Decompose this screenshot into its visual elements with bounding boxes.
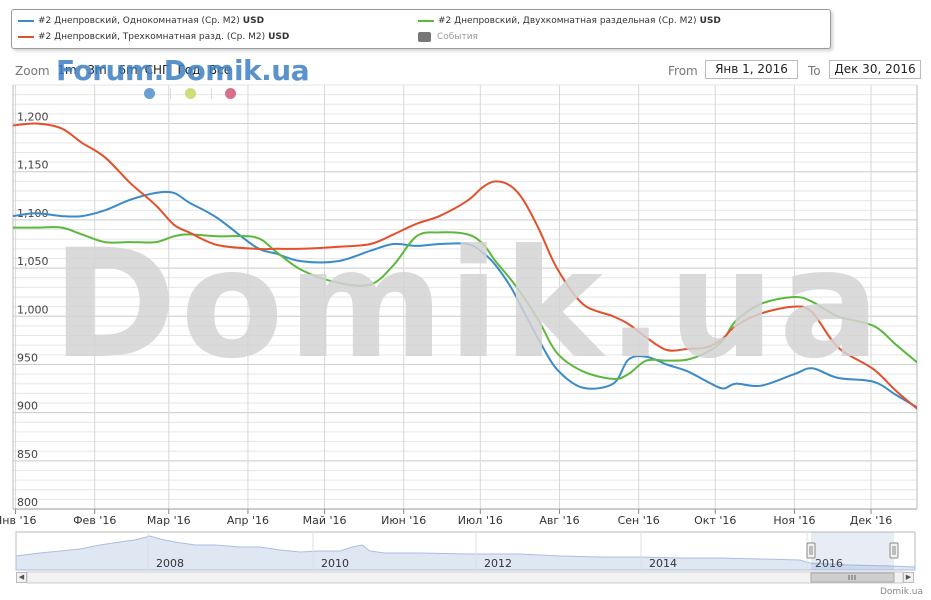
- series-line-three-room: [13, 122, 917, 410]
- x-tick-label: Апр '16: [227, 514, 269, 527]
- legend-line-icon: [18, 36, 34, 38]
- credit-label: Domik.ua: [880, 587, 923, 597]
- events-box-icon: [418, 32, 431, 42]
- navigator-area: [15, 535, 916, 571]
- scroll-left-arrow-icon[interactable]: ◀: [16, 572, 27, 583]
- x-tick-label: Июн '16: [381, 514, 426, 527]
- navigator-year-label: 2008: [156, 557, 184, 570]
- y-tick-label: 850: [17, 448, 38, 461]
- series-line-two-room: [13, 226, 917, 380]
- legend-unit: USD: [242, 16, 265, 26]
- y-tick-label: 1,000: [17, 303, 49, 316]
- zoom-1m-button[interactable]: 1m: [57, 63, 77, 77]
- y-tick-label: 1,150: [17, 159, 49, 172]
- legend-unit: USD: [699, 16, 721, 26]
- navigator-year-label: 2014: [649, 557, 677, 570]
- from-date-input[interactable]: Янв 1, 2016: [705, 60, 798, 79]
- legend-item-two-room[interactable]: #2 Днепровский, Двухкомнатная раздельная…: [418, 16, 721, 26]
- x-tick-label: Ноя '16: [773, 514, 815, 527]
- x-tick-label: Авг '16: [539, 514, 579, 527]
- legend-label: События: [437, 32, 478, 42]
- legend-line-icon: [418, 20, 434, 22]
- marker-separator: [170, 88, 171, 99]
- legend-label: #2 Днепровский, Однокомнатная (Ср. М2): [38, 16, 240, 26]
- y-tick-label: 1,050: [17, 255, 49, 268]
- zoom-ytd-button[interactable]: СНГ: [144, 63, 170, 77]
- to-date-input[interactable]: Дек 30, 2016: [829, 60, 921, 79]
- domik-watermark: Domik.ua: [52, 218, 885, 392]
- navigator-selection: [811, 532, 894, 570]
- zoom-3m-button[interactable]: 3m: [87, 63, 107, 77]
- event-marker-pink[interactable]: [225, 88, 236, 99]
- x-tick-label: Сен '16: [618, 514, 660, 527]
- x-tick-label: Июл '16: [458, 514, 503, 527]
- forum-domik-logo: Forum.Domik.ua: [56, 54, 310, 87]
- y-tick-label: 950: [17, 351, 38, 364]
- legend-unit: USD: [268, 32, 290, 42]
- chart-legend: #2 Днепровский, Однокомнатная (Ср. М2) U…: [11, 9, 831, 49]
- y-tick-label: 900: [17, 400, 38, 413]
- y-tick-label: 800: [17, 496, 38, 509]
- series-line-one-room: [13, 190, 917, 409]
- navigator-right-handle: [889, 542, 899, 559]
- zoom-year-button[interactable]: Год: [177, 63, 201, 77]
- navigator-year-label: 2016: [815, 557, 843, 570]
- legend-item-events[interactable]: События: [418, 32, 478, 42]
- legend-label: #2 Днепровский, Трехкомнатная разд. (Ср.…: [38, 32, 266, 42]
- x-tick-label: Мар '16: [147, 514, 191, 527]
- to-label: To: [808, 64, 821, 78]
- zoom-6m-button[interactable]: 6m: [118, 63, 138, 77]
- zoom-all-button[interactable]: Все: [208, 63, 232, 77]
- legend-item-three-room[interactable]: #2 Днепровский, Трехкомнатная разд. (Ср.…: [18, 32, 289, 42]
- marker-separator: [211, 88, 212, 99]
- legend-label: #2 Днепровский, Двухкомнатная раздельная…: [438, 16, 697, 26]
- x-tick-label: Май '16: [303, 514, 347, 527]
- from-label: From: [668, 64, 698, 78]
- x-tick-label: Янв '16: [0, 514, 36, 527]
- range-selector: Zoom 1m 3m 6m СНГ Год Все From Янв 1, 20…: [0, 58, 931, 84]
- scrollbar-track: [26, 571, 904, 584]
- x-tick-label: Фев '16: [73, 514, 116, 527]
- event-marker-blue[interactable]: [144, 88, 155, 99]
- x-tick-label: Дек '16: [850, 514, 893, 527]
- event-marker-yellow[interactable]: [185, 88, 196, 99]
- legend-item-one-room[interactable]: #2 Днепровский, Однокомнатная (Ср. М2) U…: [18, 16, 264, 26]
- navigator-year-label: 2010: [321, 557, 349, 570]
- legend-line-icon: [18, 20, 34, 22]
- y-tick-label: 1,200: [17, 111, 49, 124]
- x-tick-label: Окт '16: [694, 514, 736, 527]
- zoom-label: Zoom: [15, 64, 50, 78]
- navigator-left-handle: [806, 542, 816, 559]
- navigator-year-label: 2012: [484, 557, 512, 570]
- scroll-right-arrow-icon[interactable]: ▶: [903, 572, 914, 583]
